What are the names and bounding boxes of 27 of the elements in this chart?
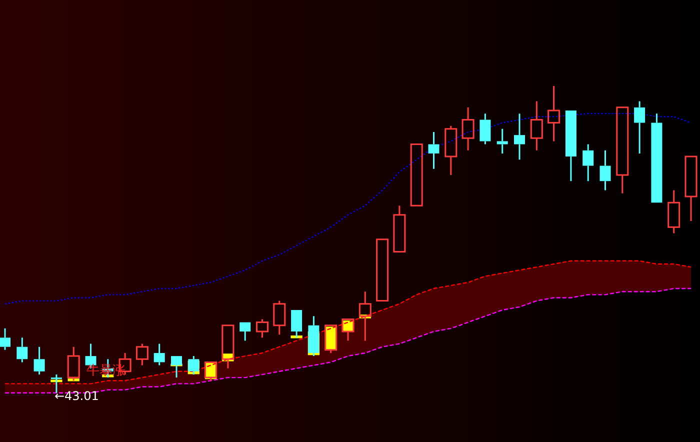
candlestick: [565, 110, 576, 182]
candlestick: [34, 346, 45, 376]
candlestick: [582, 144, 594, 182]
candlestick: [0, 328, 10, 351]
candlestick: [480, 112, 491, 146]
candlestick: [393, 204, 406, 252]
candlestick: [291, 310, 302, 338]
candlestick: [616, 106, 629, 194]
candlestick: [496, 128, 508, 154]
candlestick: [428, 131, 440, 170]
annotation: ←43.01: [54, 389, 99, 404]
candlestick: [16, 336, 28, 363]
candlestick: [668, 190, 680, 234]
candlestick: [256, 318, 268, 338]
candlestick: [548, 85, 560, 142]
candlestick: [444, 125, 458, 176]
candlestick: [600, 150, 611, 192]
candlestick: [684, 156, 698, 222]
candlestick: [273, 300, 286, 336]
candlestick: [462, 106, 474, 152]
candlestick: [634, 100, 646, 154]
candlestick: [651, 112, 662, 203]
candlestick: [514, 112, 525, 160]
candlestick: [154, 343, 165, 366]
bar: [290, 335, 302, 338]
candlestick: [136, 343, 148, 366]
candlestick: [530, 100, 543, 152]
